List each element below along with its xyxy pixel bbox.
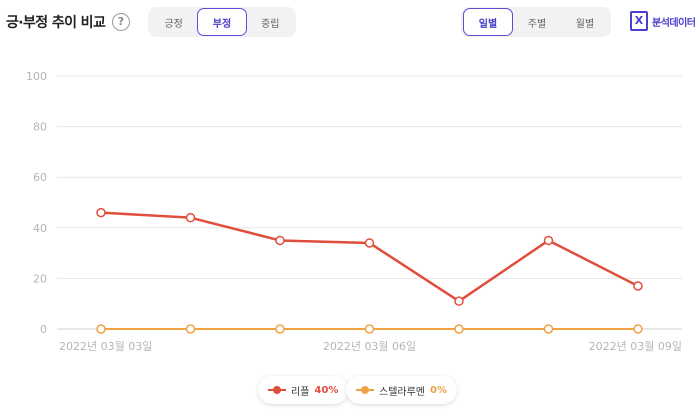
line-chart: 0 20 40 60 80 100 2022년 03월 03일 2022년 03월 06일 20… — [26, 70, 682, 353]
x-tick-label: 2022년 03월 06일 — [323, 339, 416, 353]
y-tick-label: 20 — [33, 272, 47, 285]
data-point — [96, 207, 106, 218]
data-point — [454, 324, 464, 334]
data-point — [633, 324, 643, 334]
x-tick-label: 2022년 03월 09일 — [589, 339, 682, 353]
legend-label: 스텔라루멘 — [379, 386, 425, 398]
legend-marker-ripple — [268, 385, 286, 395]
export-data-button[interactable]: X 분석데이터 — [630, 11, 696, 31]
y-tick-label: 80 — [33, 121, 47, 134]
data-point — [185, 212, 196, 223]
legend-item-stellar[interactable]: 스텔라루멘 0% — [346, 376, 457, 404]
data-point — [364, 238, 375, 248]
tab-neutral[interactable]: 중립 — [261, 18, 280, 30]
data-point — [543, 235, 554, 246]
legend-marker-stellar — [356, 385, 374, 395]
data-point — [543, 324, 554, 334]
tab-daily[interactable]: 일별 — [463, 8, 513, 36]
tab-weekly[interactable]: 주별 — [527, 18, 547, 30]
tab-monthly[interactable]: 월별 — [575, 18, 595, 30]
page-title: 긍·부정 추이 비교 — [6, 15, 106, 31]
data-point — [364, 324, 375, 334]
data-point — [275, 324, 285, 334]
data-point — [454, 296, 464, 306]
export-data-label: 분석데이터 — [652, 17, 696, 29]
legend-share: 0% — [430, 384, 447, 396]
data-point — [275, 235, 285, 246]
legend-item-ripple[interactable]: 리플 40% — [258, 376, 349, 404]
legend-share: 40% — [314, 384, 339, 396]
y-tick-label: 100 — [26, 70, 47, 83]
y-tick-label: 60 — [33, 171, 47, 184]
chart-header: 긍·부정 추이 비교 ? 긍정 부정 중립 일별 주별 월별 X 분석데이터 — [0, 0, 700, 44]
period-tab-group: 일별 주별 월별 — [461, 7, 611, 37]
sentiment-tab-group: 긍정 부정 중립 — [148, 7, 296, 37]
tab-negative[interactable]: 부정 — [197, 8, 247, 36]
y-tick-label: 0 — [40, 323, 47, 336]
data-point — [96, 324, 106, 334]
data-point — [633, 281, 643, 291]
data-point — [185, 324, 196, 334]
excel-icon: X — [630, 11, 648, 31]
legend-label: 리플 — [291, 386, 310, 398]
help-icon[interactable]: ? — [112, 13, 130, 31]
x-tick-label: 2022년 03월 03일 — [59, 339, 152, 353]
tab-positive[interactable]: 긍정 — [164, 18, 183, 30]
series-line — [100, 211, 639, 303]
y-tick-label: 40 — [33, 222, 47, 235]
